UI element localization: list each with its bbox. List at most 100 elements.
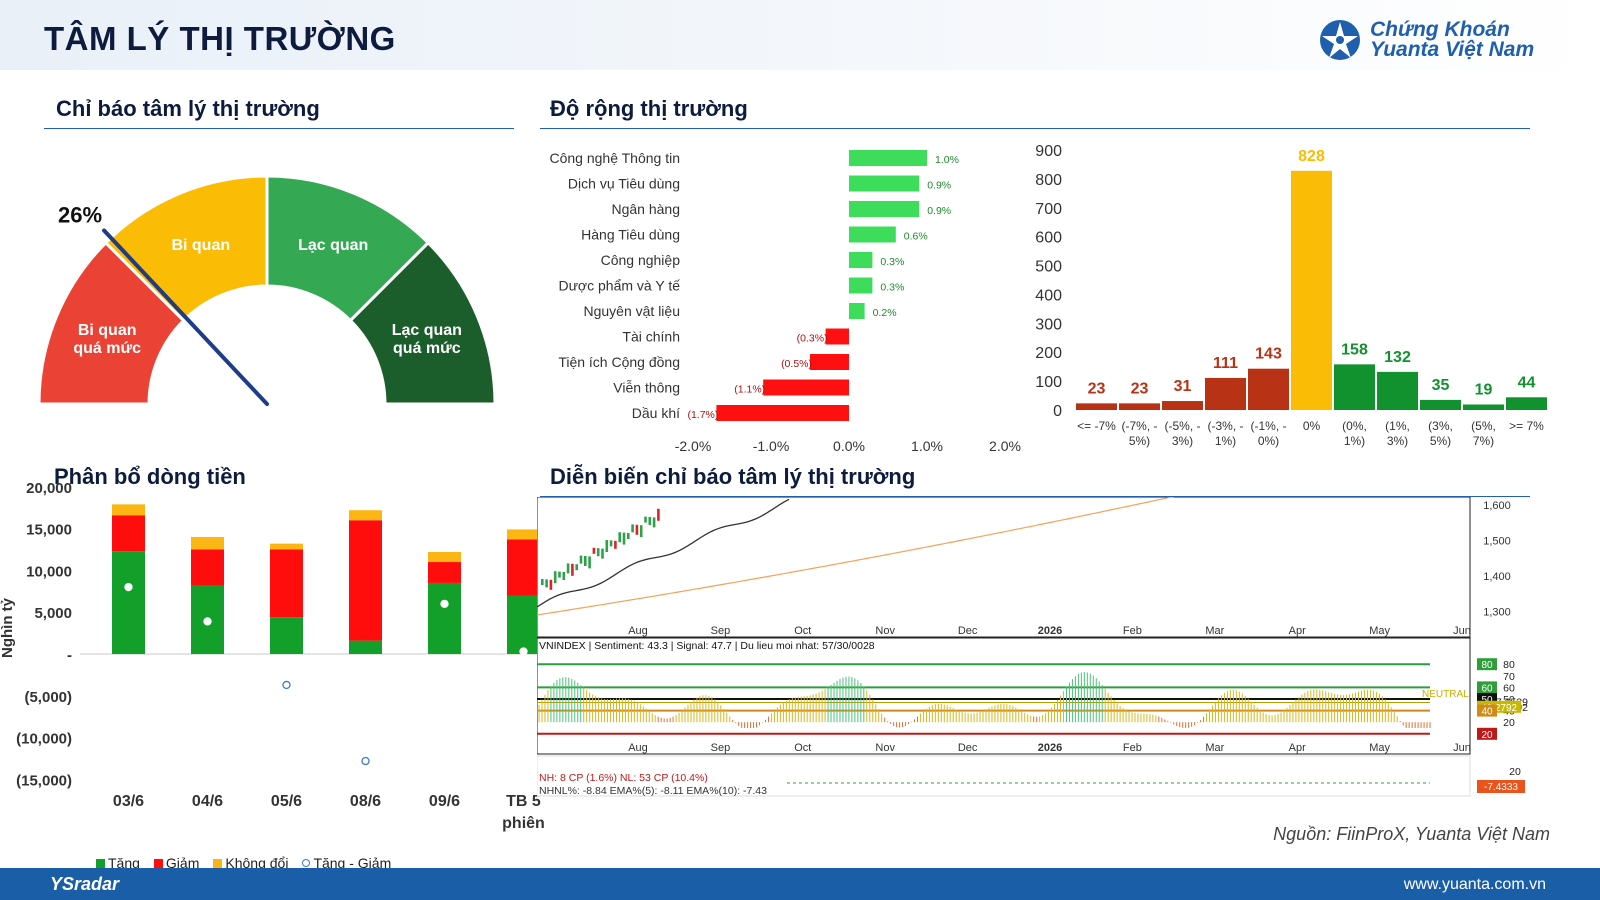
sector-value-label: 0.3% [880,282,904,294]
footer-url[interactable]: www.yuanta.com.vn [1403,876,1546,893]
money-flow-legend: Tăng Giảm Không đổi Tăng - Giảm [96,855,391,871]
flow-bar-segment [428,562,461,583]
gauge-value-label: 26% [58,203,102,228]
price-candle [622,532,626,545]
flow-y-tick: (5,000) [24,689,72,706]
price-candle [609,540,613,547]
sector-x-tick: -1.0% [753,438,790,454]
flow-category-label: 05/6 [271,793,302,810]
price-x-month: Mar [1205,625,1224,637]
price-candle [579,555,583,564]
sector-value-label: (0.3%) [797,333,828,345]
sector-bar [849,303,865,319]
sentiment-marker [1477,727,1497,740]
distribution-bar [1463,404,1504,410]
distribution-y-tick: 0 [1053,403,1062,420]
flow-y-tick: 10,000 [26,563,72,580]
sentiment-x-month: Mar [1205,742,1224,754]
sentiment-x-month: Feb [1123,742,1142,754]
sector-bar [763,379,849,396]
price-candle [614,540,617,549]
breadth-section-title: Độ rộng thị trường [550,96,748,121]
distribution-bar [1420,399,1461,410]
sector-bar [716,405,849,421]
distribution-value-label: 35 [1432,377,1450,394]
distribution-y-tick: 100 [1035,374,1062,391]
price-candle [592,547,596,554]
price-candle [588,556,591,569]
sector-category-label: Công nghiệp [601,252,681,268]
price-candle [605,540,609,552]
distribution-value-label: 23 [1131,380,1149,397]
flow-net-point [361,756,370,766]
legend-item-tang-giam: Tăng - Giảm [302,855,391,871]
sector-x-tick: 0.0% [833,438,865,454]
breadth-line-2: NHNL%: -8.84 EMA%(5): -8.11 EMA%(10): -7… [539,785,767,797]
sentiment-x-month: Aug [628,742,648,754]
price-x-month: Feb [1123,625,1142,637]
price-candle [618,532,621,543]
legend-item-khong-doi: Không đổi [213,855,288,871]
footer-bar [0,868,1600,900]
distribution-value-label: 158 [1341,341,1368,358]
price-candle [652,517,656,528]
distribution-value-label: 44 [1518,374,1536,391]
sector-bar [810,354,849,370]
price-candle [549,579,553,590]
price-candle [648,517,652,525]
sector-value-label: (0.5%) [781,358,812,370]
distribution-category-label: (-5%, - [1165,419,1201,433]
flow-bar-segment [191,549,224,586]
distribution-category-label: 3%) [1172,434,1193,448]
price-candle [566,563,570,574]
flow-category-label: 09/6 [429,793,460,810]
sentiment-marker-label: 80 [1481,660,1493,671]
price-candle [627,533,630,539]
distribution-y-tick: 700 [1035,201,1062,218]
price-candle [601,548,604,559]
money-flow-chart: (15,000) (10,000) (5,000) - 5,000 10,000 15,00… [0,480,545,832]
price-x-month: Jun [1453,625,1471,637]
distribution-bar [1119,403,1160,410]
sentiment-x-month: May [1369,742,1390,754]
distribution-category-label: <= -7% [1077,419,1116,433]
gauge-segment [348,240,497,406]
flow-category-label: 04/6 [192,793,223,810]
flow-bar-segment [191,536,224,550]
distribution-category-label: (-1%, - [1251,419,1287,433]
gauge-segment-label: Lạc quan [298,237,368,254]
company-logo: Chứng Khoán Yuanta Việt Nam [1318,18,1588,62]
sector-category-label: Nguyên vật liệu [583,303,680,319]
price-y-tick: 1,300 [1483,607,1511,619]
sector-value-label: (1.1%) [734,384,765,396]
price-candle [545,579,548,588]
sector-value-label: (1.7%) [687,409,718,421]
distribution-bar [1205,377,1246,410]
distribution-value-label: 828 [1298,148,1325,165]
page-title: TÂM LÝ THỊ TRƯỜNG [44,20,396,57]
flow-bar-segment [507,539,540,596]
sentiment-panel-frame [537,637,1471,755]
price-candle [541,579,544,585]
breadth-title-rule [540,128,1530,129]
sentiment-marker [1477,658,1497,671]
sentiment-marker-label: 20 [1481,730,1493,741]
price-x-month: Apr [1289,625,1306,637]
flow-y-tick: - [67,647,72,664]
sector-value-label: 0.6% [904,231,928,243]
sentiment-y-label: 70 [1503,671,1515,683]
flow-y-tick: 15,000 [26,522,72,539]
breadth-line-1: NH: 8 CP (1.6%) NL: 53 CP (10.4%) [539,772,708,784]
flow-bar-segment [349,520,382,641]
flow-bar-segment [428,582,461,654]
sector-bar [825,328,849,345]
sentiment-marker [1477,681,1497,694]
sector-category-label: Viễn thông [613,380,680,396]
sector-bar [849,175,920,192]
price-x-month: Dec [958,625,978,637]
logo-line-1: Chứng Khoán [1370,18,1510,41]
breadth-y-label: 20 [1509,766,1521,778]
sentiment-marker-label: 60 [1481,683,1493,694]
distribution-bar [1377,371,1418,410]
sector-category-label: Công nghệ Thông tin [549,150,680,166]
